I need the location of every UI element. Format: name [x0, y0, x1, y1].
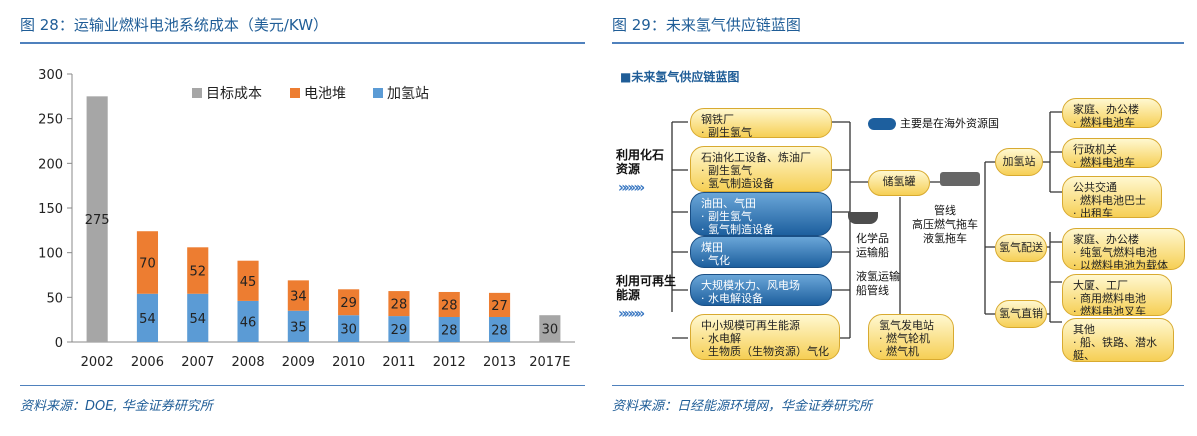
data-label: 29 [391, 323, 408, 338]
left-source-rule [20, 385, 585, 386]
right-source-note: 资料来源：日经能源环境网，华金证券研究所 [612, 399, 873, 414]
use-other-transport: 其他 · 船、铁路、潜水艇、 飞机等 [1062, 318, 1174, 362]
left-figure-title: 图 28：运输业燃料电池系统成本（美元/KW） [20, 16, 329, 34]
label-fossil-resources: 利用化石 资源 [616, 148, 665, 176]
source-coal-field: 煤田 · 气化 [690, 236, 832, 268]
x-tick-label: 2009 [282, 355, 315, 370]
fuel-cell-cost-chart: 0 50 100 150 200 250 300 2002 275 2006 54 70 2007 54 5… [38, 68, 575, 370]
use-public-transport: 公共交通 · 燃料电池巴士 · 出租车 [1062, 176, 1162, 218]
diagram-header: ■未来氢气供应链蓝图 [620, 70, 740, 84]
source-hydro-wind: 大规模水力、风电场 · 水电解设备 [690, 274, 832, 306]
x-tick-label: 2012 [433, 355, 466, 370]
y-tick-label: 150 [38, 202, 63, 217]
legend-swatch [192, 88, 202, 98]
data-label: 52 [189, 265, 206, 280]
hydrogen-supply-chain-diagram: ■未来氢气供应链蓝图 利用化石 资源 »»»» 利用可再生 能源 »»»» 钢铁… [610, 52, 1185, 382]
data-label: 46 [240, 315, 257, 330]
data-label: 54 [189, 312, 206, 327]
use-home-office-fcv: 家庭、办公楼 · 燃料电池车 [1062, 98, 1162, 128]
y-tick-label: 300 [38, 68, 63, 83]
x-tick-label: 2006 [131, 355, 164, 370]
right-title-rule [612, 42, 1184, 44]
x-tick-label: 2017E [529, 355, 570, 370]
bar-加氢站 [136, 293, 159, 342]
legend-label: 目标成本 [206, 86, 262, 102]
y-tick-label: 200 [38, 157, 63, 172]
bar-目标成本 [86, 96, 108, 342]
left-source-note: 资料来源：DOE, 华金证券研究所 [20, 399, 213, 414]
bar-加氢站 [338, 315, 360, 342]
hub-direct-sales: 氢气直销 [995, 300, 1047, 328]
data-label: 28 [441, 323, 458, 338]
bar-加氢站 [287, 310, 309, 342]
data-label: 70 [139, 256, 156, 271]
label-renewable-resources: 利用可再生 能源 [616, 274, 677, 302]
legend-swatch [373, 88, 383, 98]
data-label: 30 [542, 323, 559, 338]
data-label: 29 [340, 296, 357, 311]
bar-电池堆 [438, 291, 460, 317]
data-label: 275 [85, 213, 110, 228]
truck-icon [940, 172, 980, 186]
x-tick-label: 2013 [483, 355, 516, 370]
use-government-fcv: 行政机关 · 燃料电池车 [1062, 138, 1162, 168]
bar-目标成本 [539, 315, 561, 342]
y-tick-label: 0 [55, 336, 63, 351]
label-liquid-hydrogen-ship: 液氢运输 船管线 [856, 270, 900, 297]
bar-电池堆 [136, 231, 159, 294]
bar-电池堆 [388, 291, 410, 317]
hydrogen-power-station: 氢气发电站 · 燃气轮机 · 燃气机 [868, 314, 954, 360]
bar-电池堆 [488, 292, 511, 317]
y-tick-label: 250 [38, 113, 63, 128]
data-label: 27 [491, 299, 508, 314]
data-label: 35 [290, 320, 307, 335]
source-steel-plant: 钢铁厂 · 副生氢气 [690, 108, 832, 138]
label-chemical-tanker: 化学品 运输船 [856, 232, 889, 259]
bar-电池堆 [237, 260, 259, 301]
hub-hydrogen-delivery: 氢气配送 [995, 234, 1047, 262]
legend-label: 电池堆 [304, 86, 346, 102]
source-petrochemical: 石油化工设备、炼油厂 · 副生氢气 · 氢气制造设备 [690, 146, 832, 192]
legend-overseas-swatch [868, 118, 896, 130]
legend-swatch [290, 88, 300, 98]
bar-电池堆 [187, 247, 209, 294]
data-label: 28 [491, 323, 508, 338]
data-label: 34 [290, 290, 307, 305]
bar-加氢站 [438, 316, 460, 342]
x-tick-label: 2008 [232, 355, 265, 370]
label-road-transport: 管线 高压燃气拖车 液氢拖车 [912, 204, 978, 245]
right-source-rule [612, 385, 1184, 386]
x-tick-label: 2002 [81, 355, 114, 370]
data-label: 54 [139, 312, 156, 327]
data-label: 28 [391, 298, 408, 313]
connector-lines [671, 111, 1062, 339]
use-building-factory: 大厦、工厂 · 商用燃料电池 · 燃料电池叉车 [1062, 274, 1172, 316]
bar-加氢站 [388, 316, 410, 342]
x-tick-label: 2007 [181, 355, 214, 370]
ship-icon [848, 212, 878, 224]
bar-电池堆 [338, 289, 360, 316]
left-title-rule [20, 42, 585, 44]
fossil-arrows-icon: »»»» [618, 180, 645, 196]
y-tick-label: 50 [46, 291, 63, 306]
hydrogen-storage-tank: 储氢罐 [868, 170, 930, 196]
hub-refueling-station: 加氢站 [995, 148, 1043, 176]
source-oil-gas-field: 油田、气田 · 副生氢气 · 氢气制造设备 [690, 192, 832, 236]
data-label: 45 [240, 275, 257, 290]
y-tick-label: 100 [38, 247, 63, 262]
bar-加氢站 [187, 293, 209, 342]
legend-label: 加氢站 [387, 86, 429, 102]
bar-电池堆 [287, 280, 309, 311]
data-label: 28 [441, 298, 458, 313]
x-tick-label: 2011 [382, 355, 415, 370]
use-home-office-pure-h2: 家庭、办公楼 · 纯氢气燃料电池 · 以燃料电池为载体的供电 [1062, 228, 1185, 270]
bar-加氢站 [237, 300, 259, 342]
bar-加氢站 [488, 316, 511, 342]
data-label: 30 [340, 323, 357, 338]
right-figure-title: 图 29：未来氢气供应链蓝图 [612, 16, 801, 34]
legend-overseas-label: 主要是在海外资源国 [900, 117, 999, 130]
source-small-renewable: 中小规模可再生能源 · 水电解 · 生物质（生物资源）气化 [690, 314, 840, 360]
renewable-arrows-icon: »»»» [618, 306, 645, 322]
x-tick-label: 2010 [332, 355, 365, 370]
